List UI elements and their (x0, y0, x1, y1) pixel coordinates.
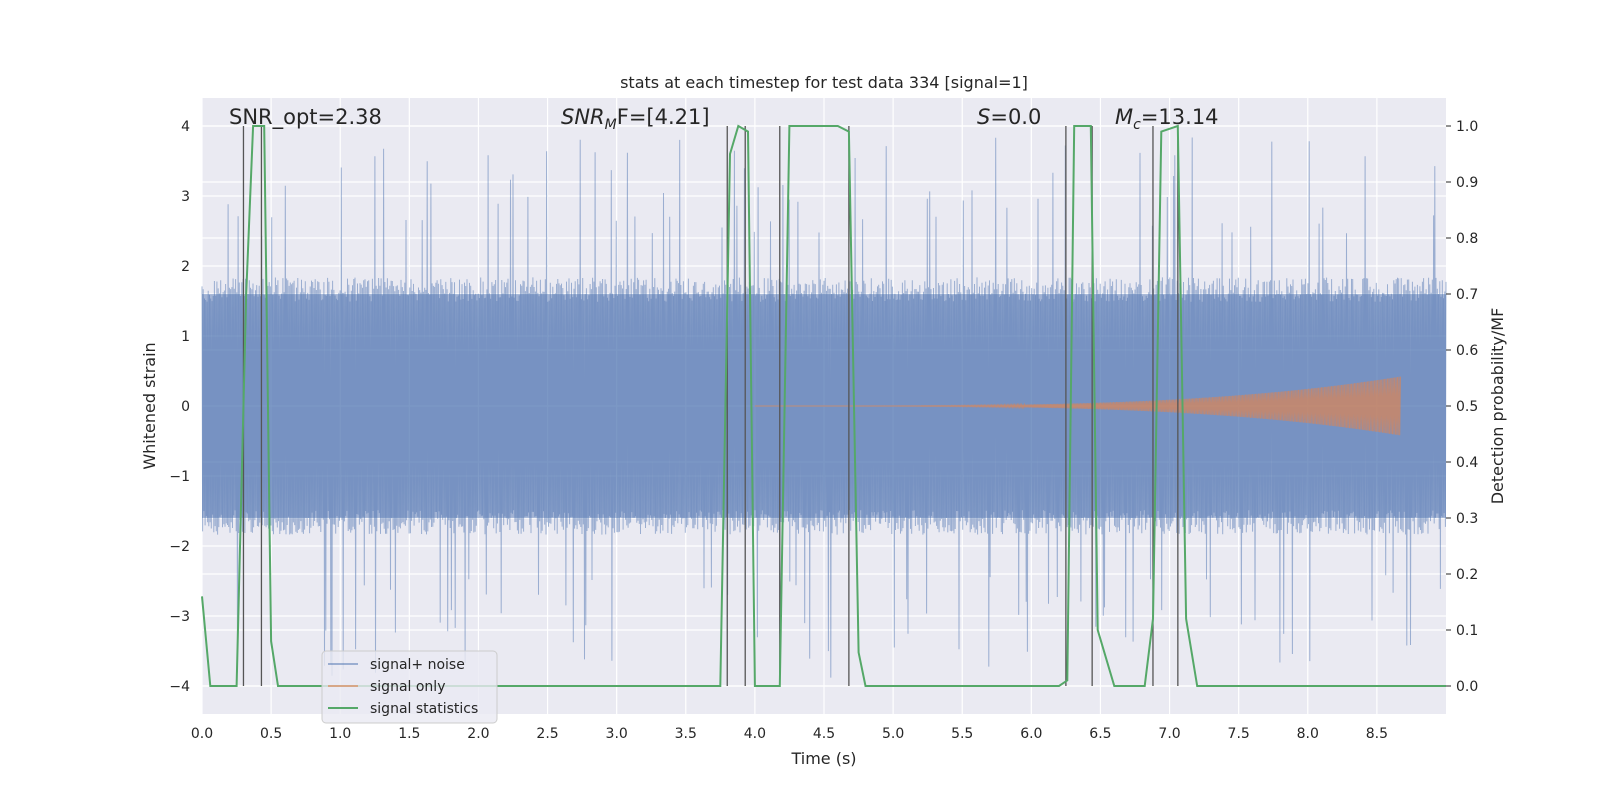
legend: signal+ noise signal only signal statist… (321, 650, 498, 724)
x-tick-label: 5.5 (951, 726, 973, 742)
y-axis-right-ticks: 1.0 0.9 0.8 0.7 0.6 0.5 0.4 0.3 0.2 0.1 0.0 (1446, 119, 1478, 695)
y-left-tick-label: 2 (181, 259, 190, 275)
x-tick-label: 2.0 (467, 726, 489, 742)
y-right-tick-label: 0.0 (1456, 679, 1478, 695)
chirp-trace (754, 376, 1401, 436)
y-right-tick-label: 0.1 (1456, 623, 1478, 639)
x-tick-label: 1.0 (329, 726, 351, 742)
y-left-tick-label: 3 (181, 189, 190, 205)
x-tick-label: 7.5 (1228, 726, 1250, 742)
y-left-tick-label: −1 (169, 469, 190, 485)
y-axis-left-ticks: 4 3 2 1 0 −1 −2 −3 −4 (169, 119, 190, 695)
statistics-line (201, 124, 1446, 687)
x-tick-label: 0.0 (191, 726, 213, 742)
y-right-tick-label: 0.2 (1456, 567, 1478, 583)
legend-label-signal-noise: signal+ noise (370, 657, 465, 673)
legend-box (321, 650, 498, 724)
x-tick-label: 6.0 (1020, 726, 1042, 742)
x-tick-label: 3.5 (675, 726, 697, 742)
y-right-tick-label: 0.8 (1456, 231, 1478, 247)
legend-label-signal-statistics: signal statistics (370, 701, 478, 717)
annotation-mc: Mc=13.14 (1115, 105, 1219, 133)
annotation-snr-mf: SNRMF=[4.21] (561, 105, 710, 133)
annotation-s: S=0.0 (977, 105, 1041, 129)
y-left-tick-label: −2 (169, 539, 190, 555)
x-tick-label: 2.5 (536, 726, 558, 742)
series-signal-only (754, 376, 1401, 436)
x-tick-label: 7.0 (1158, 726, 1180, 742)
x-tick-label: 5.0 (882, 726, 904, 742)
series-signal-statistics (201, 124, 1446, 687)
y-left-tick-label: −4 (169, 679, 190, 695)
x-tick-label: 8.0 (1297, 726, 1319, 742)
legend-label-signal-only: signal only (370, 679, 445, 695)
y-axis-left-label: Whitened strain (140, 342, 159, 469)
y-right-tick-label: 0.4 (1456, 455, 1478, 471)
y-left-tick-label: −3 (169, 609, 190, 625)
y-right-tick-label: 0.6 (1456, 343, 1478, 359)
x-axis-label: Time (s) (790, 749, 856, 768)
x-tick-label: 4.0 (744, 726, 766, 742)
y-axis-right-label: Detection probability/MF (1488, 308, 1507, 505)
x-axis-ticks: 0.0 0.5 1.0 1.5 2.0 2.5 3.0 3.5 4.0 4.5 5.0 5.5 6.0 6… (191, 726, 1388, 742)
chart-title: stats at each timestep for test data 334… (620, 73, 1028, 92)
y-left-tick-label: 4 (181, 119, 190, 135)
annotation-snr-opt: SNR_opt=2.38 (229, 105, 382, 130)
y-left-tick-label: 0 (181, 399, 190, 415)
y-left-tick-label: 1 (181, 329, 190, 345)
y-right-tick-label: 0.3 (1456, 511, 1478, 527)
x-tick-label: 1.5 (398, 726, 420, 742)
x-tick-label: 4.5 (813, 726, 835, 742)
x-tick-label: 3.0 (606, 726, 628, 742)
x-tick-label: 8.5 (1366, 726, 1388, 742)
x-tick-label: 6.5 (1089, 726, 1111, 742)
x-tick-label: 0.5 (260, 726, 282, 742)
y-right-tick-label: 1.0 (1456, 119, 1478, 135)
noise-trace (201, 137, 1447, 678)
y-right-tick-label: 0.7 (1456, 287, 1478, 303)
y-right-tick-label: 0.5 (1456, 399, 1478, 415)
y-right-tick-label: 0.9 (1456, 175, 1478, 191)
